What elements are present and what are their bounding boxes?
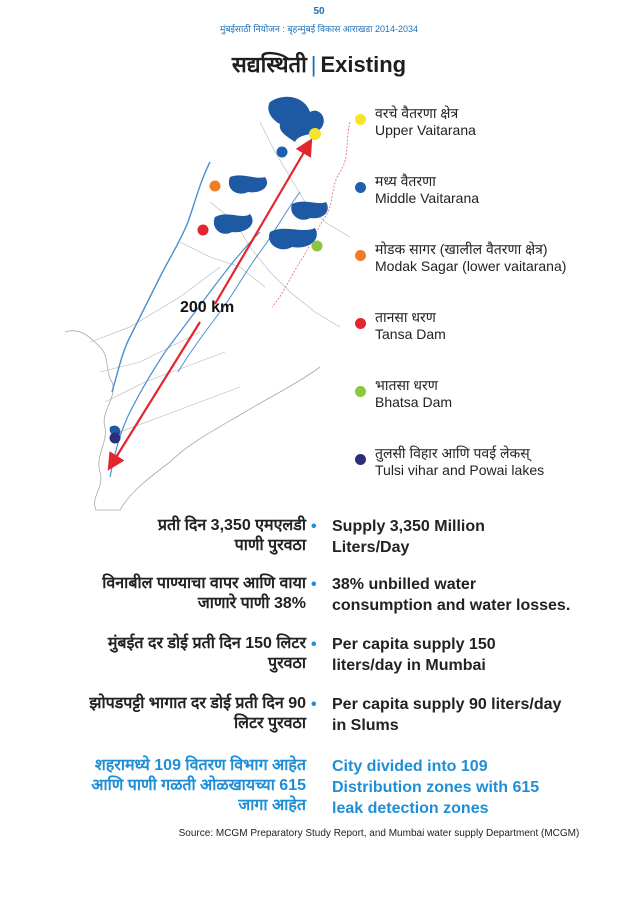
fact-marathi-line: पुरवठा [268, 655, 306, 672]
tansa-reservoir [269, 228, 317, 250]
fact-marathi: विनाबील पाण्याचा वापर आणि वाया जाणारे पा… [102, 574, 306, 614]
fact-english: Per capita supply 90 liters/day in Slums [332, 694, 561, 736]
bullet-icon: • [311, 518, 317, 535]
title-divider: | [310, 52, 317, 77]
fact-english: Supply 3,350 Million Liters/Day [332, 516, 485, 558]
fact-english: 38% unbilled water consumption and water… [332, 574, 570, 616]
fact-english-line: 38% unbilled water [332, 576, 477, 593]
river-3 [177, 191, 301, 373]
fact-supply: प्रती दिन 3,350 एमएलडी पाणी पुरवठा • Sup… [0, 516, 638, 562]
legend-english: Tansa Dam [375, 326, 446, 342]
middle-vaitarana-reservoir [228, 175, 268, 194]
legend-english: Modak Sagar (lower vaitarana) [375, 258, 567, 274]
legend-marathi: मध्य वैतरणा [375, 173, 436, 189]
legend-marathi: मोडक सागर (खालील वैतरणा क्षेत्र) [375, 241, 548, 257]
fact-marathi: मुंबईत दर डोई प्रती दिन 150 लिटर पुरवठा [108, 634, 306, 674]
district-boundaries [89, 121, 351, 433]
legend-marathi: भातसा धरण [375, 377, 438, 393]
fact-marathi-line: पाणी पुरवठा [234, 537, 306, 554]
title-english: Existing [320, 52, 407, 77]
upper-vaitarana-dot [309, 128, 321, 140]
distance-arrow-lower [107, 321, 201, 471]
bullet-icon: • [311, 696, 317, 713]
bullet-icon: • [311, 636, 317, 653]
fact-marathi-line: लिटर पुरवठा [233, 715, 306, 732]
legend-marathi: वरचे वैतरणा क्षेत्र [375, 105, 459, 121]
legend-english: Upper Vaitarana [375, 122, 476, 138]
title-marathi: सद्यस्थिती [231, 52, 307, 77]
page-subtitle: मुंबईसाठी नियोजन : बृहन्मुंबई विकास आराख… [219, 24, 419, 34]
fact-english-line: Per capita supply 150 [332, 636, 496, 653]
modak-sagar-reservoir [213, 214, 253, 234]
fact-english: Per capita supply 150 liters/day in Mumb… [332, 634, 496, 676]
fact-unbilled-water: विनाबील पाण्याचा वापर आणि वाया जाणारे पा… [0, 574, 638, 620]
tansa-dot [197, 224, 209, 236]
legend-dot-blue [355, 182, 366, 193]
tulsi-powai-dot [109, 432, 121, 444]
fact-english-line: leak detection zones [332, 800, 489, 817]
river-1 [111, 161, 211, 393]
legend-dot-navy [355, 454, 366, 465]
fact-english-line: Per capita supply 90 liters/day [332, 696, 562, 713]
fact-marathi-line: झोपडपट्टी भागात दर डोई प्रती दिन 90 [89, 695, 306, 712]
page-number: 50 [313, 6, 325, 17]
river-2 [109, 231, 261, 478]
pipeline-route [271, 121, 351, 308]
legend-dot-orange [355, 250, 366, 261]
fact-marathi: झोपडपट्टी भागात दर डोई प्रती दिन 90 लिटर… [89, 694, 306, 734]
fact-marathi-line: मुंबईत दर डोई प्रती दिन 150 लिटर [107, 635, 306, 652]
page-title: सद्यस्थिती | Existing [0, 52, 638, 78]
tulsi-powai-lakes [109, 425, 121, 436]
fact-english-line: in Slums [332, 717, 399, 734]
fact-marathi: प्रती दिन 3,350 एमएलडी पाणी पुरवठा [158, 516, 306, 556]
fact-marathi-line: आणि पाणी गळती ओळखायच्या 615 [91, 777, 306, 794]
source-note: Source: MCGM Preparatory Study Report, a… [178, 828, 580, 839]
fact-marathi-line: शहरामध्ये 109 वितरण विभाग आहेत [94, 757, 306, 774]
coastline [64, 330, 321, 511]
distance-label: 200 km [180, 299, 234, 316]
water-supply-map: 200 km [64, 96, 351, 511]
middle-vaitarana-dot [276, 146, 288, 158]
fact-english-line: City divided into 109 [332, 758, 488, 775]
fact-per-capita-mumbai: मुंबईत दर डोई प्रती दिन 150 लिटर पुरवठा … [0, 634, 638, 680]
fact-marathi-line: जागा आहेत [238, 797, 306, 814]
legend-english: Tulsi vihar and Powai lakes [375, 462, 545, 478]
fact-marathi: शहरामध्ये 109 वितरण विभाग आहेत आणि पाणी … [91, 756, 306, 816]
legend-english: Bhatsa Dam [375, 394, 453, 410]
fact-english-line: consumption and water losses. [332, 597, 571, 614]
fact-english-line: Liters/Day [332, 539, 410, 556]
modak-sagar-dot [209, 180, 221, 192]
fact-marathi-line: विनाबील पाण्याचा वापर आणि वाया [102, 575, 306, 592]
fact-distribution-zones: शहरामध्ये 109 वितरण विभाग आहेत आणि पाणी … [0, 756, 638, 822]
legend-dot-yellow [355, 114, 366, 125]
legend-marathi: तुलसी विहार आणि पवई लेकस् [375, 445, 530, 461]
distance-arrow-upper [214, 138, 313, 305]
fact-english-line: liters/day in Mumbai [332, 657, 486, 674]
fact-english: City divided into 109 Distribution zones… [332, 756, 539, 819]
fact-marathi-line: प्रती दिन 3,350 एमएलडी [157, 517, 306, 534]
fact-per-capita-slums: झोपडपट्टी भागात दर डोई प्रती दिन 90 लिटर… [0, 694, 638, 740]
fact-english-line: Distribution zones with 615 [332, 779, 540, 796]
fact-marathi-line: जाणारे पाणी 38% [197, 595, 306, 612]
legend-marathi: तानसा धरण [375, 309, 436, 325]
legend-english: Middle Vaitarana [375, 190, 480, 206]
upper-vaitarana-reservoir [268, 96, 324, 142]
legend-dot-green [355, 386, 366, 397]
fact-english-line: Supply 3,350 Million [332, 518, 485, 535]
legend-dot-red [355, 318, 366, 329]
bhatsa-dot [311, 240, 323, 252]
bhatsa-reservoir [291, 201, 328, 220]
bullet-icon: • [311, 576, 317, 593]
